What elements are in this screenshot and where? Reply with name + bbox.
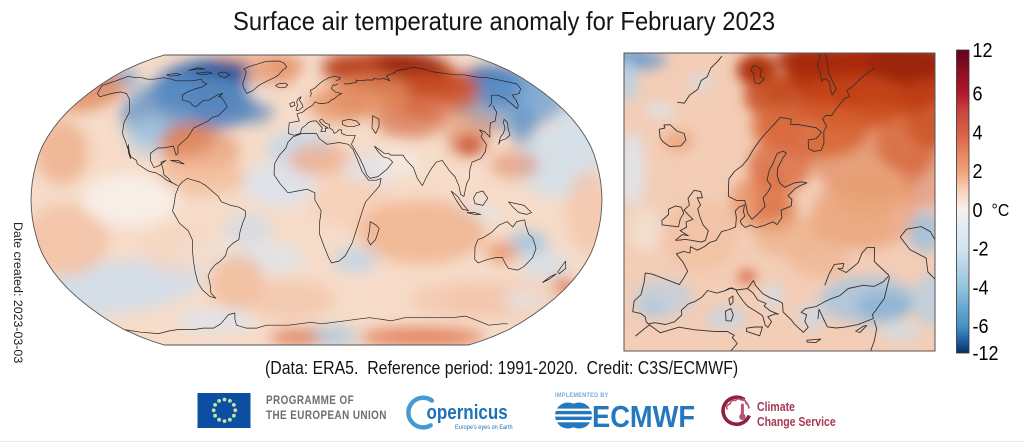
svg-text:6: 6: [973, 84, 983, 106]
svg-text:THE EUROPEAN UNION: THE EUROPEAN UNION: [266, 409, 387, 422]
svg-text:°C: °C: [992, 200, 1010, 220]
svg-text:-2: -2: [973, 239, 989, 261]
svg-text:opernicus: opernicus: [427, 401, 508, 424]
svg-text:IMPLEMENTED BY: IMPLEMENTED BY: [555, 393, 608, 399]
svg-text:0: 0: [973, 200, 983, 222]
svg-text:Climate: Climate: [757, 401, 795, 414]
svg-text:12: 12: [973, 40, 993, 62]
svg-text:-12: -12: [973, 343, 999, 365]
svg-text:Change Service: Change Service: [757, 416, 836, 429]
svg-text:PROGRAMME OF: PROGRAMME OF: [266, 394, 354, 407]
svg-text:ECMWF: ECMWF: [592, 400, 695, 434]
svg-text:2: 2: [973, 161, 983, 183]
svg-text:-6: -6: [973, 316, 989, 338]
svg-text:Europe's eyes on Earth: Europe's eyes on Earth: [455, 425, 513, 431]
svg-text:4: 4: [973, 122, 983, 144]
svg-text:-4: -4: [973, 277, 989, 299]
